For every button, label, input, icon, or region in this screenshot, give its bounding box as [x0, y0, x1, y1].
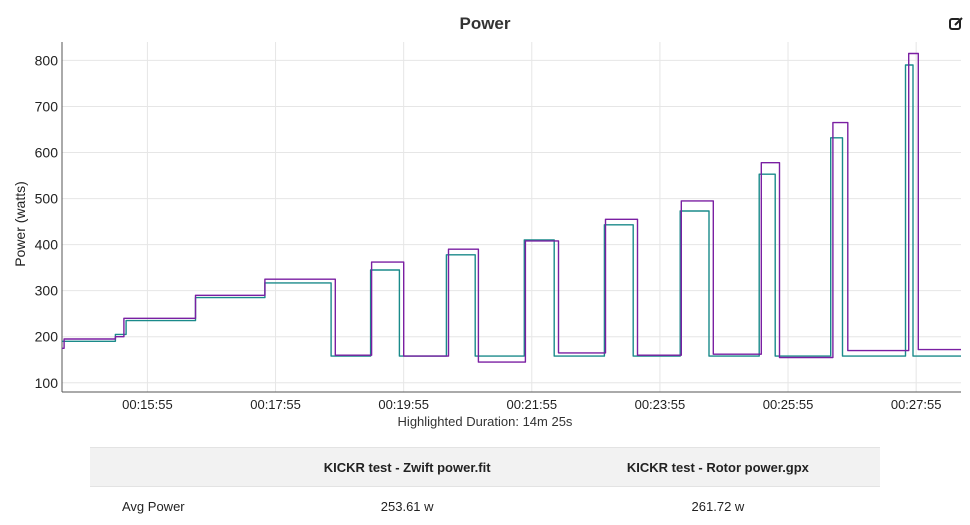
row-label: Avg Power — [90, 487, 258, 525]
x-tick-label: 00:17:55 — [250, 397, 301, 410]
power-chart: 100 200 300 400 500 600 700 800 00:15:55 00:17:55… — [0, 0, 970, 410]
y-tick-label: 100 — [35, 375, 59, 391]
y-tick-label: 500 — [35, 191, 59, 207]
y-tick-label: 700 — [35, 98, 59, 114]
stats-header-zwift: KICKR test - Zwift power.fit — [258, 448, 555, 487]
table-row: Avg Power 253.61 w 261.72 w — [90, 487, 880, 525]
x-tick-label: 00:25:55 — [763, 397, 814, 410]
series-line-rotor — [62, 54, 961, 363]
highlighted-duration: Highlighted Duration: 14m 25s — [0, 414, 970, 429]
x-tick-label: 00:27:55 — [891, 397, 942, 410]
avg-power-rotor: 261.72 w — [556, 487, 880, 525]
y-tick-label: 200 — [35, 329, 59, 345]
series-line-zwift — [62, 65, 961, 356]
x-tick-label: 00:15:55 — [122, 397, 173, 410]
stats-header-empty — [90, 448, 258, 487]
y-tick-label: 300 — [35, 283, 59, 299]
y-tick-label: 800 — [35, 52, 59, 68]
stats-header-rotor: KICKR test - Rotor power.gpx — [556, 448, 880, 487]
x-tick-label: 00:23:55 — [635, 397, 686, 410]
avg-power-zwift: 253.61 w — [258, 487, 555, 525]
y-tick-label: 400 — [35, 237, 59, 253]
x-tick-label: 00:19:55 — [378, 397, 429, 410]
stats-table: KICKR test - Zwift power.fit KICKR test … — [90, 447, 880, 525]
y-tick-label: 600 — [35, 145, 59, 161]
x-tick-label: 00:21:55 — [506, 397, 557, 410]
